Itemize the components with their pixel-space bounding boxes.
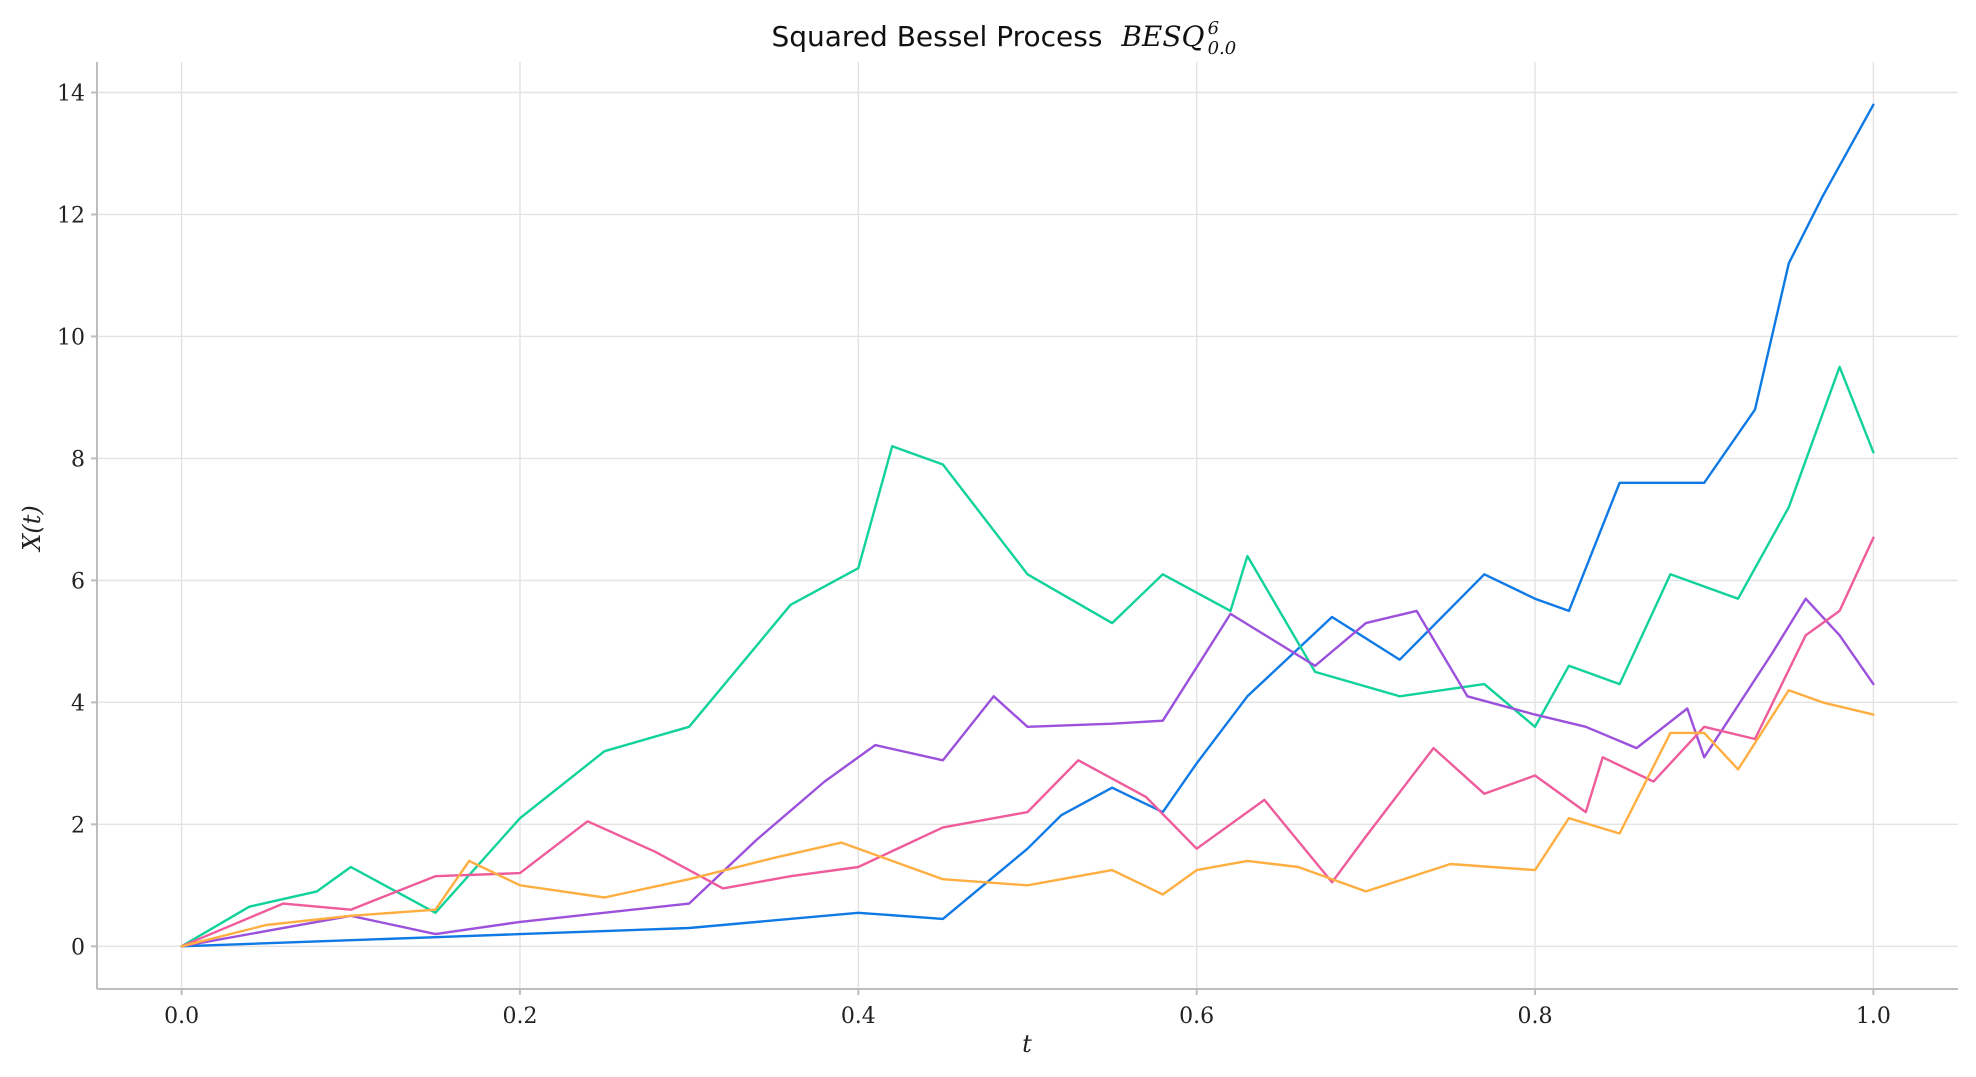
x-tick-label: 0.0 [164, 1004, 199, 1029]
series-line-5 [180, 689, 1875, 948]
y-tick-label: 4 [71, 691, 85, 716]
y-tick-label: 0 [71, 935, 85, 960]
series-line-1 [180, 103, 1875, 948]
grid-lines [97, 62, 1958, 989]
chart-title: Squared Bessel Process BESQ [771, 20, 1204, 53]
x-axis-ticks: 0.0 0.2 0.4 0.6 0.8 1.0 [164, 989, 1891, 1029]
series-layer [180, 103, 1875, 948]
chart-title-scripts: 6 0.0 [1208, 18, 1237, 59]
x-axis-label: t [1022, 1030, 1032, 1058]
chart-title-math: BESQ [1120, 20, 1204, 53]
y-tick-label: 10 [57, 325, 85, 350]
y-axis-label: X(t) [18, 505, 46, 552]
chart-title-prefix: Squared Bessel Process [771, 20, 1102, 53]
y-tick-label: 12 [57, 203, 85, 228]
x-tick-label: 0.2 [502, 1004, 537, 1029]
series-line-2 [180, 365, 1875, 948]
y-tick-label: 8 [71, 447, 85, 472]
x-tick-label: 0.4 [841, 1004, 876, 1029]
series-line-3 [180, 597, 1875, 948]
series-line-4 [180, 536, 1875, 948]
y-tick-label: 6 [71, 569, 85, 594]
x-tick-label: 0.8 [1518, 1004, 1553, 1029]
chart-title-subscript: 0.0 [1208, 38, 1237, 59]
y-tick-label: 14 [57, 81, 85, 106]
y-axis-ticks: 0 2 4 6 8 10 12 14 [57, 81, 97, 960]
axis-spines [96, 62, 1958, 990]
x-tick-label: 1.0 [1856, 1004, 1891, 1029]
x-tick-label: 0.6 [1179, 1004, 1214, 1029]
y-tick-label: 2 [71, 813, 85, 838]
chart-title-superscript: 6 [1208, 18, 1219, 39]
